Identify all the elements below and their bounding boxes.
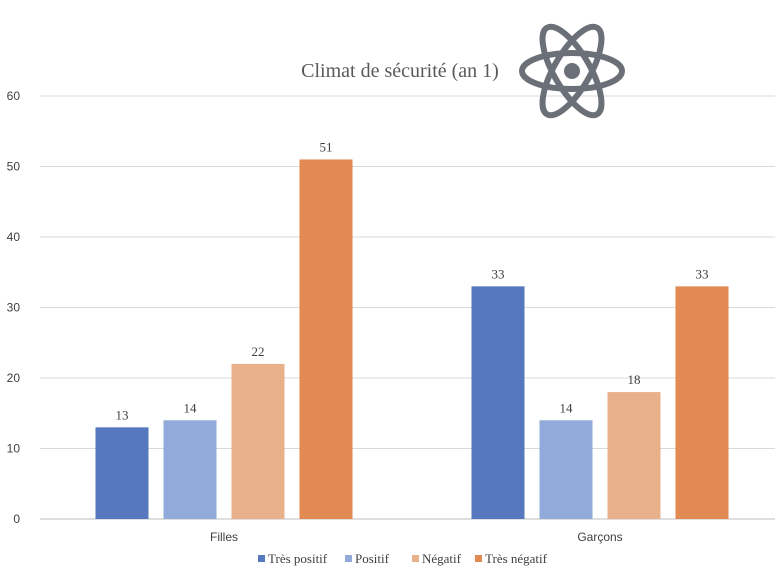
data-label: 33 xyxy=(492,266,505,281)
legend-swatch xyxy=(475,555,482,562)
data-label: 51 xyxy=(320,139,333,154)
legend-item: Négatif xyxy=(412,551,462,566)
data-label: 13 xyxy=(116,407,129,422)
legend-item: Très négatif xyxy=(475,551,548,566)
bar xyxy=(471,286,525,519)
legend-label: Très négatif xyxy=(485,551,548,566)
legend-label: Négatif xyxy=(422,551,462,566)
data-label: 33 xyxy=(696,266,709,281)
legend-item: Très positif xyxy=(258,551,328,566)
bar xyxy=(163,420,217,519)
data-labels: 13 14 22 51 33 14 18 33 xyxy=(116,139,709,422)
legend-item: Positif xyxy=(345,551,390,566)
y-tick-label: 30 xyxy=(7,301,21,315)
bar xyxy=(607,392,661,519)
legend-swatch xyxy=(345,555,352,562)
bar xyxy=(299,159,353,519)
bar xyxy=(675,286,729,519)
bar xyxy=(231,363,285,519)
data-label: 14 xyxy=(184,400,198,415)
data-label: 22 xyxy=(252,344,265,359)
bars xyxy=(95,159,729,519)
bar xyxy=(539,420,593,519)
y-tick-label: 20 xyxy=(7,371,21,385)
legend-label: Positif xyxy=(355,551,390,566)
y-tick-label: 0 xyxy=(13,512,20,526)
data-label: 18 xyxy=(628,372,641,387)
y-tick-label: 10 xyxy=(7,442,21,456)
y-tick-label: 60 xyxy=(7,89,21,103)
gridlines xyxy=(40,95,775,520)
category-label: Filles xyxy=(210,530,238,544)
data-label: 14 xyxy=(560,400,574,415)
legend-swatch xyxy=(258,555,265,562)
y-tick-label: 50 xyxy=(7,160,21,174)
atom-icon xyxy=(519,23,625,119)
bar xyxy=(95,427,149,519)
y-axis-ticks: 0 10 20 30 40 50 60 xyxy=(7,89,21,526)
chart-title: Climat de sécurité (an 1) xyxy=(301,60,499,82)
legend: Très positif Positif Négatif Très négatif xyxy=(258,551,548,566)
legend-swatch xyxy=(412,555,419,562)
category-label: Garçons xyxy=(577,530,622,544)
y-tick-label: 40 xyxy=(7,230,21,244)
category-labels: Filles Garçons xyxy=(210,530,623,544)
legend-label: Très positif xyxy=(268,551,328,566)
